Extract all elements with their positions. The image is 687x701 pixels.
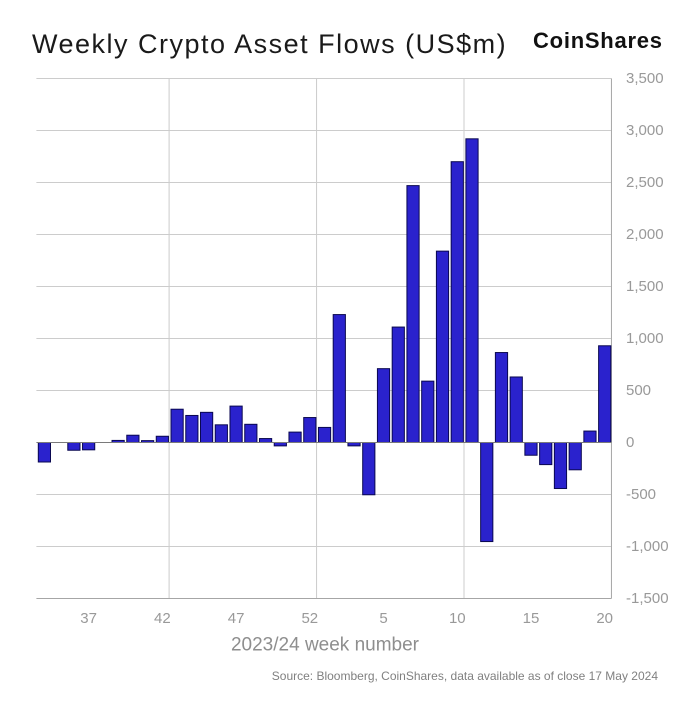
svg-text:Source: Bloomberg, CoinShares,: Source: Bloomberg, CoinShares, data avai…	[272, 669, 659, 683]
svg-text:5: 5	[379, 610, 387, 627]
svg-text:3,000: 3,000	[626, 122, 664, 139]
svg-text:0: 0	[626, 434, 634, 451]
svg-text:1,500: 1,500	[626, 278, 664, 295]
svg-text:52: 52	[301, 610, 318, 627]
svg-text:500: 500	[626, 382, 651, 399]
svg-text:37: 37	[80, 610, 97, 627]
svg-text:15: 15	[523, 610, 540, 627]
svg-text:2,000: 2,000	[626, 226, 664, 243]
svg-text:-1,500: -1,500	[626, 590, 669, 607]
svg-text:3,500: 3,500	[626, 70, 664, 87]
svg-text:-500: -500	[626, 486, 656, 503]
svg-text:2023/24 week number: 2023/24 week number	[231, 635, 420, 656]
svg-text:20: 20	[596, 610, 613, 627]
svg-text:47: 47	[228, 610, 245, 627]
svg-text:-1,000: -1,000	[626, 538, 669, 555]
svg-text:1,000: 1,000	[626, 330, 664, 347]
svg-text:42: 42	[154, 610, 171, 627]
svg-text:2,500: 2,500	[626, 174, 664, 191]
svg-text:10: 10	[449, 610, 466, 627]
